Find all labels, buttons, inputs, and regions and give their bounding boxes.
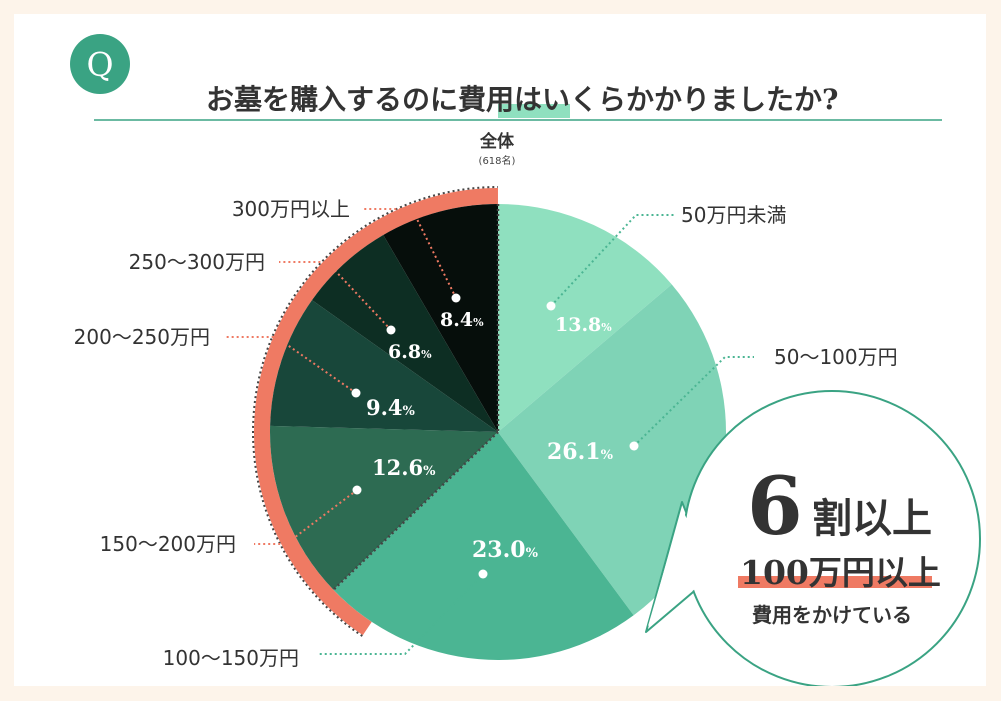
callout-bubble: 6 割以上 100万円以上 費用をかけている <box>645 390 981 686</box>
callout-amount: 100万円以上 <box>740 553 941 592</box>
outer-ring-layer <box>252 186 498 637</box>
leader-line-4 <box>254 489 358 545</box>
slice-label-1: 50万円未満 <box>681 203 786 227</box>
pie-slice-6 <box>312 234 498 432</box>
leader-dot-6 <box>386 325 396 335</box>
leader-dot-7 <box>451 293 461 303</box>
pie-chart: Q お墓を購入するのに費用はいくらかかりましたか? 全体 (618名) 13.8… <box>70 34 981 686</box>
callout-amount-highlight <box>738 576 932 588</box>
slice-value-unit: % <box>421 348 432 361</box>
annotations-layer: 13.8%50万円未満26.1%50〜100万円23.0%100〜150万円12… <box>74 197 898 670</box>
slice-value-unit: % <box>601 448 614 463</box>
infographic-canvas: Q お墓を購入するのに費用はいくらかかりましたか? 全体 (618名) 13.8… <box>14 14 986 686</box>
leader-line-1 <box>550 214 674 307</box>
leader-line-6 <box>279 261 392 331</box>
leader-dot-5 <box>351 388 361 398</box>
slice-label-7: 300万円以上 <box>232 197 350 221</box>
pie-slice-5 <box>270 300 498 432</box>
slice-value-1: 13.8% <box>555 314 612 336</box>
slice-value-7: 8.4% <box>440 309 484 331</box>
slice-value-unit: % <box>601 321 612 334</box>
callout-headline-number: 6 <box>747 459 803 553</box>
leader-dot-2 <box>629 441 639 451</box>
header: Q お墓を購入するのに費用はいくらかかりましたか? <box>70 34 942 121</box>
pie-caption-title: 全体 <box>479 131 515 152</box>
callout-tail-text: 費用をかけている <box>752 603 912 627</box>
slice-label-4: 150〜200万円 <box>100 532 236 556</box>
pie-slice-3 <box>333 432 634 660</box>
question-title: お墓を購入するのに費用はいくらかかりましたか? <box>206 83 838 116</box>
leader-dot-1 <box>546 301 556 311</box>
slice-label-5: 200〜250万円 <box>74 325 210 349</box>
leader-line-3 <box>319 573 484 655</box>
callout-tail-fill <box>648 509 714 626</box>
title-highlight <box>498 104 570 118</box>
slice-label-2: 50〜100万円 <box>774 345 898 369</box>
slices-layer <box>270 204 726 660</box>
pie-slice-1 <box>498 204 672 432</box>
leader-dot-3 <box>478 569 488 579</box>
slice-value-unit: % <box>526 546 539 561</box>
slice-label-6: 250〜300万円 <box>129 250 265 274</box>
slice-value-unit: % <box>423 464 436 479</box>
leader-dot-4 <box>352 485 362 495</box>
q-badge-label: Q <box>86 45 113 84</box>
q-badge <box>70 34 130 94</box>
slice-label-3: 100〜150万円 <box>163 646 299 670</box>
pie-slice-4 <box>270 425 498 590</box>
callout-headline-text: 割以上 <box>812 496 932 542</box>
pie-slice-2 <box>498 284 726 616</box>
emphasis-ring-dots <box>252 186 498 637</box>
pie-slice-7 <box>383 204 498 432</box>
slice-value-unit: % <box>473 316 484 329</box>
leader-line-2 <box>633 356 754 447</box>
pie-caption-sample: (618名) <box>479 154 516 167</box>
emphasis-ring <box>254 188 498 636</box>
slice-value-unit: % <box>403 404 416 419</box>
slice-value-6: 6.8% <box>388 341 432 363</box>
